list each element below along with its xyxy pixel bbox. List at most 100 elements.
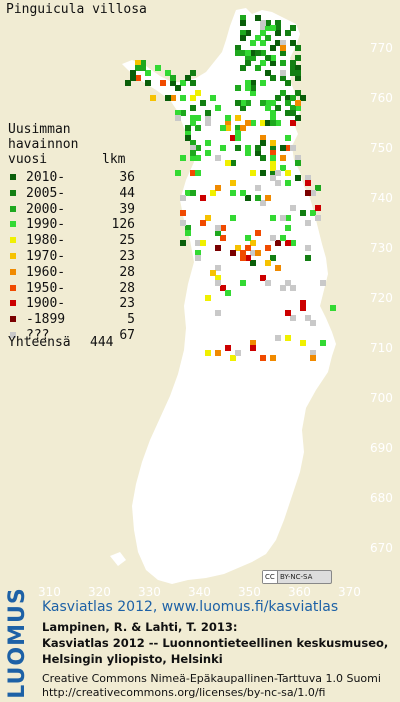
observation-square [285, 80, 291, 86]
observation-square [295, 90, 301, 96]
observation-square [195, 240, 201, 246]
observation-square [270, 110, 276, 116]
observation-square [235, 145, 241, 151]
observation-square [260, 120, 266, 126]
observation-square [230, 355, 236, 361]
observation-square [245, 245, 251, 251]
observation-square [275, 120, 281, 126]
observation-square [250, 40, 256, 46]
citation-publisher: Helsingin yliopisto, Helsinki [42, 652, 223, 666]
observation-square [190, 80, 196, 86]
species-title: Pinguicula villosa [6, 2, 147, 17]
x-axis-label: 320 [88, 585, 111, 599]
observation-square [295, 155, 301, 161]
observation-square [260, 140, 266, 146]
legend-count: 5 [127, 312, 135, 328]
observation-square [255, 195, 261, 201]
observation-square [275, 180, 281, 186]
observation-square [180, 220, 186, 226]
x-axis-label: 350 [238, 585, 261, 599]
license-url[interactable]: http://creativecommons.org/licenses/by-n… [42, 686, 326, 699]
cc-license-badge[interactable]: CC BY-NC-SA [262, 570, 332, 584]
observation-square [255, 145, 261, 151]
legend-label: 2005- [26, 185, 66, 201]
observation-square [135, 60, 141, 66]
observation-square [265, 100, 271, 106]
observation-square [240, 15, 246, 21]
observation-square [285, 240, 291, 246]
observation-square [235, 350, 241, 356]
observation-square [250, 260, 256, 266]
observation-square [235, 45, 241, 51]
legend-count: 67 [119, 327, 135, 343]
observation-square [150, 95, 156, 101]
observation-square [250, 170, 256, 176]
legend-row: -1899 5 [8, 312, 143, 328]
observation-square [185, 125, 191, 131]
observation-square [270, 25, 276, 31]
observation-square [225, 115, 231, 121]
legend-row: 2005- 44 [8, 186, 143, 202]
legend-row: 1900- 23 [8, 296, 143, 312]
observation-square [280, 75, 286, 81]
legend-swatch [10, 300, 16, 307]
observation-square [220, 145, 226, 151]
observation-square [250, 120, 256, 126]
observation-square [200, 100, 206, 106]
observation-square [210, 95, 216, 101]
observation-square [295, 160, 301, 166]
observation-square [290, 240, 296, 246]
observation-square [285, 100, 291, 106]
observation-square [135, 65, 141, 71]
observation-square [305, 315, 311, 321]
observation-square [225, 290, 231, 296]
observation-square [260, 50, 266, 56]
legend-count: 23 [119, 296, 135, 312]
observation-square [225, 345, 231, 351]
observation-square [195, 125, 201, 131]
observation-square [220, 285, 226, 291]
observation-square [175, 110, 181, 116]
observation-square [305, 220, 311, 226]
observation-square [275, 20, 281, 26]
x-axis-label: 330 [138, 585, 161, 599]
observation-square [195, 115, 201, 121]
observation-square [190, 70, 196, 76]
observation-square [185, 225, 191, 231]
legend-label: ??? [26, 327, 50, 343]
observation-square [260, 30, 266, 36]
observation-square [245, 235, 251, 241]
observation-square [315, 185, 321, 191]
observation-square [310, 355, 316, 361]
observation-square [295, 70, 301, 76]
legend-row: 2010- 36 [8, 170, 143, 186]
observation-square [215, 265, 221, 271]
cc-icon: CC [263, 571, 278, 583]
observation-square [255, 250, 261, 256]
atlas-link[interactable]: Kasviatlas 2012, www.luomus.fi/kasviatla… [42, 599, 339, 615]
observation-square [270, 140, 276, 146]
observation-square [290, 95, 296, 101]
observation-square [295, 65, 301, 71]
observation-square [265, 280, 271, 286]
observation-square [290, 120, 296, 126]
observation-square [260, 80, 266, 86]
observation-square [310, 210, 316, 216]
luomus-logo: LUOMUS [5, 587, 30, 699]
observation-square [250, 80, 256, 86]
observation-square [200, 195, 206, 201]
legend-heading-line-3: vuosi [8, 152, 48, 167]
legend-label: 1980- [26, 233, 66, 249]
observation-square [145, 70, 151, 76]
aland-islands [110, 552, 126, 566]
observation-square [265, 70, 271, 76]
observation-square [235, 85, 241, 91]
observation-square [235, 125, 241, 131]
observation-square [285, 225, 291, 231]
observation-square [235, 135, 241, 141]
observation-square [280, 235, 286, 241]
observation-square [285, 145, 291, 151]
observation-square [195, 155, 201, 161]
observation-square [280, 215, 286, 221]
observation-square [245, 195, 251, 201]
